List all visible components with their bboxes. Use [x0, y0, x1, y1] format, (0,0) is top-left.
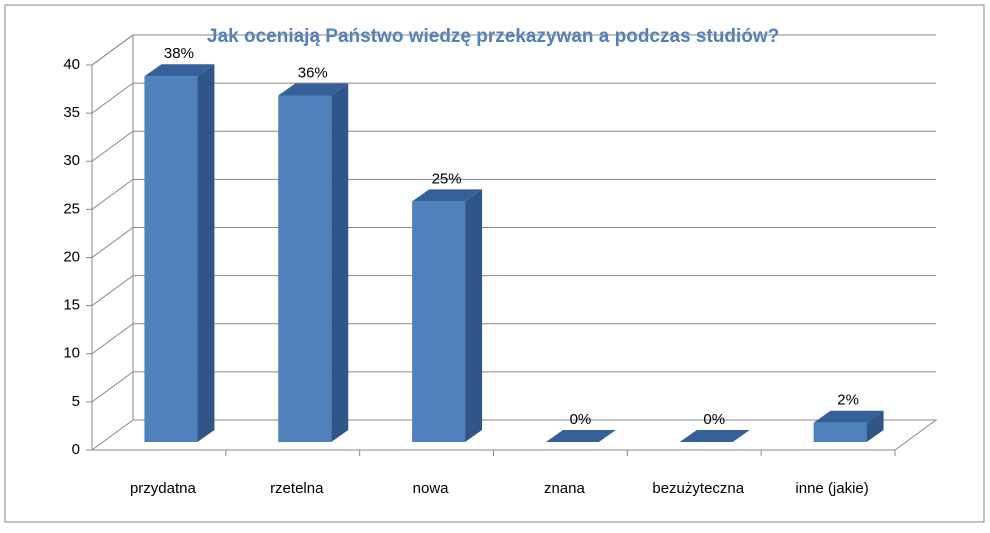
bar: [679, 430, 750, 442]
grid-line: [91, 227, 134, 258]
x-tick-label: bezużyteczna: [652, 480, 744, 497]
value-label: 38%: [164, 45, 194, 62]
bar: [813, 410, 884, 442]
bar-side: [197, 64, 215, 442]
y-tick-label: 15: [63, 297, 80, 314]
bar-front: [412, 201, 466, 442]
grid-line: [91, 82, 134, 114]
value-label: 0%: [570, 411, 592, 428]
x-tick-label: inne (jakie): [795, 480, 868, 497]
y-tick-label: 20: [63, 248, 80, 265]
bar-side: [331, 83, 349, 442]
x-tick-label: przydatna: [130, 480, 197, 497]
bar: [144, 64, 215, 442]
bar: [412, 189, 483, 442]
y-tick-label: 0: [72, 441, 80, 458]
value-label: 25%: [432, 170, 462, 187]
bar-top: [545, 430, 616, 442]
grid-line: [91, 275, 134, 307]
grid-line: [91, 130, 134, 162]
value-label: 36%: [298, 64, 328, 81]
x-tick-label: rzetelna: [270, 480, 324, 497]
y-tick-label: 30: [63, 152, 80, 169]
y-tick-label: 10: [63, 345, 80, 362]
grid-line: [91, 419, 134, 451]
y-tick-label: 35: [63, 104, 80, 121]
bar-side: [866, 410, 884, 442]
bar: [545, 430, 616, 442]
y-tick-label: 40: [63, 56, 80, 73]
value-label: 2%: [837, 392, 859, 409]
bar-front: [278, 95, 332, 442]
bar-side: [465, 189, 483, 442]
bar-top: [412, 189, 483, 202]
grid-line: [91, 371, 134, 403]
y-tick-label: 5: [72, 393, 80, 410]
grid-line: [91, 178, 134, 210]
bar-top: [144, 64, 215, 77]
x-tick-label: znana: [544, 480, 586, 497]
x-tick-label: nowa: [413, 480, 450, 497]
bar-top: [278, 83, 349, 96]
bar-top: [813, 410, 884, 423]
grid-line: [91, 34, 134, 66]
y-tick-label: 25: [63, 200, 80, 217]
bar-top: [679, 430, 750, 442]
bar-front: [813, 422, 867, 442]
bar: [278, 83, 349, 442]
value-label: 0%: [703, 411, 725, 428]
chart-title: Jak oceniają Państwo wiedzę przekazywan …: [207, 26, 779, 47]
bar-front: [144, 76, 198, 442]
grid-line: [91, 323, 134, 355]
